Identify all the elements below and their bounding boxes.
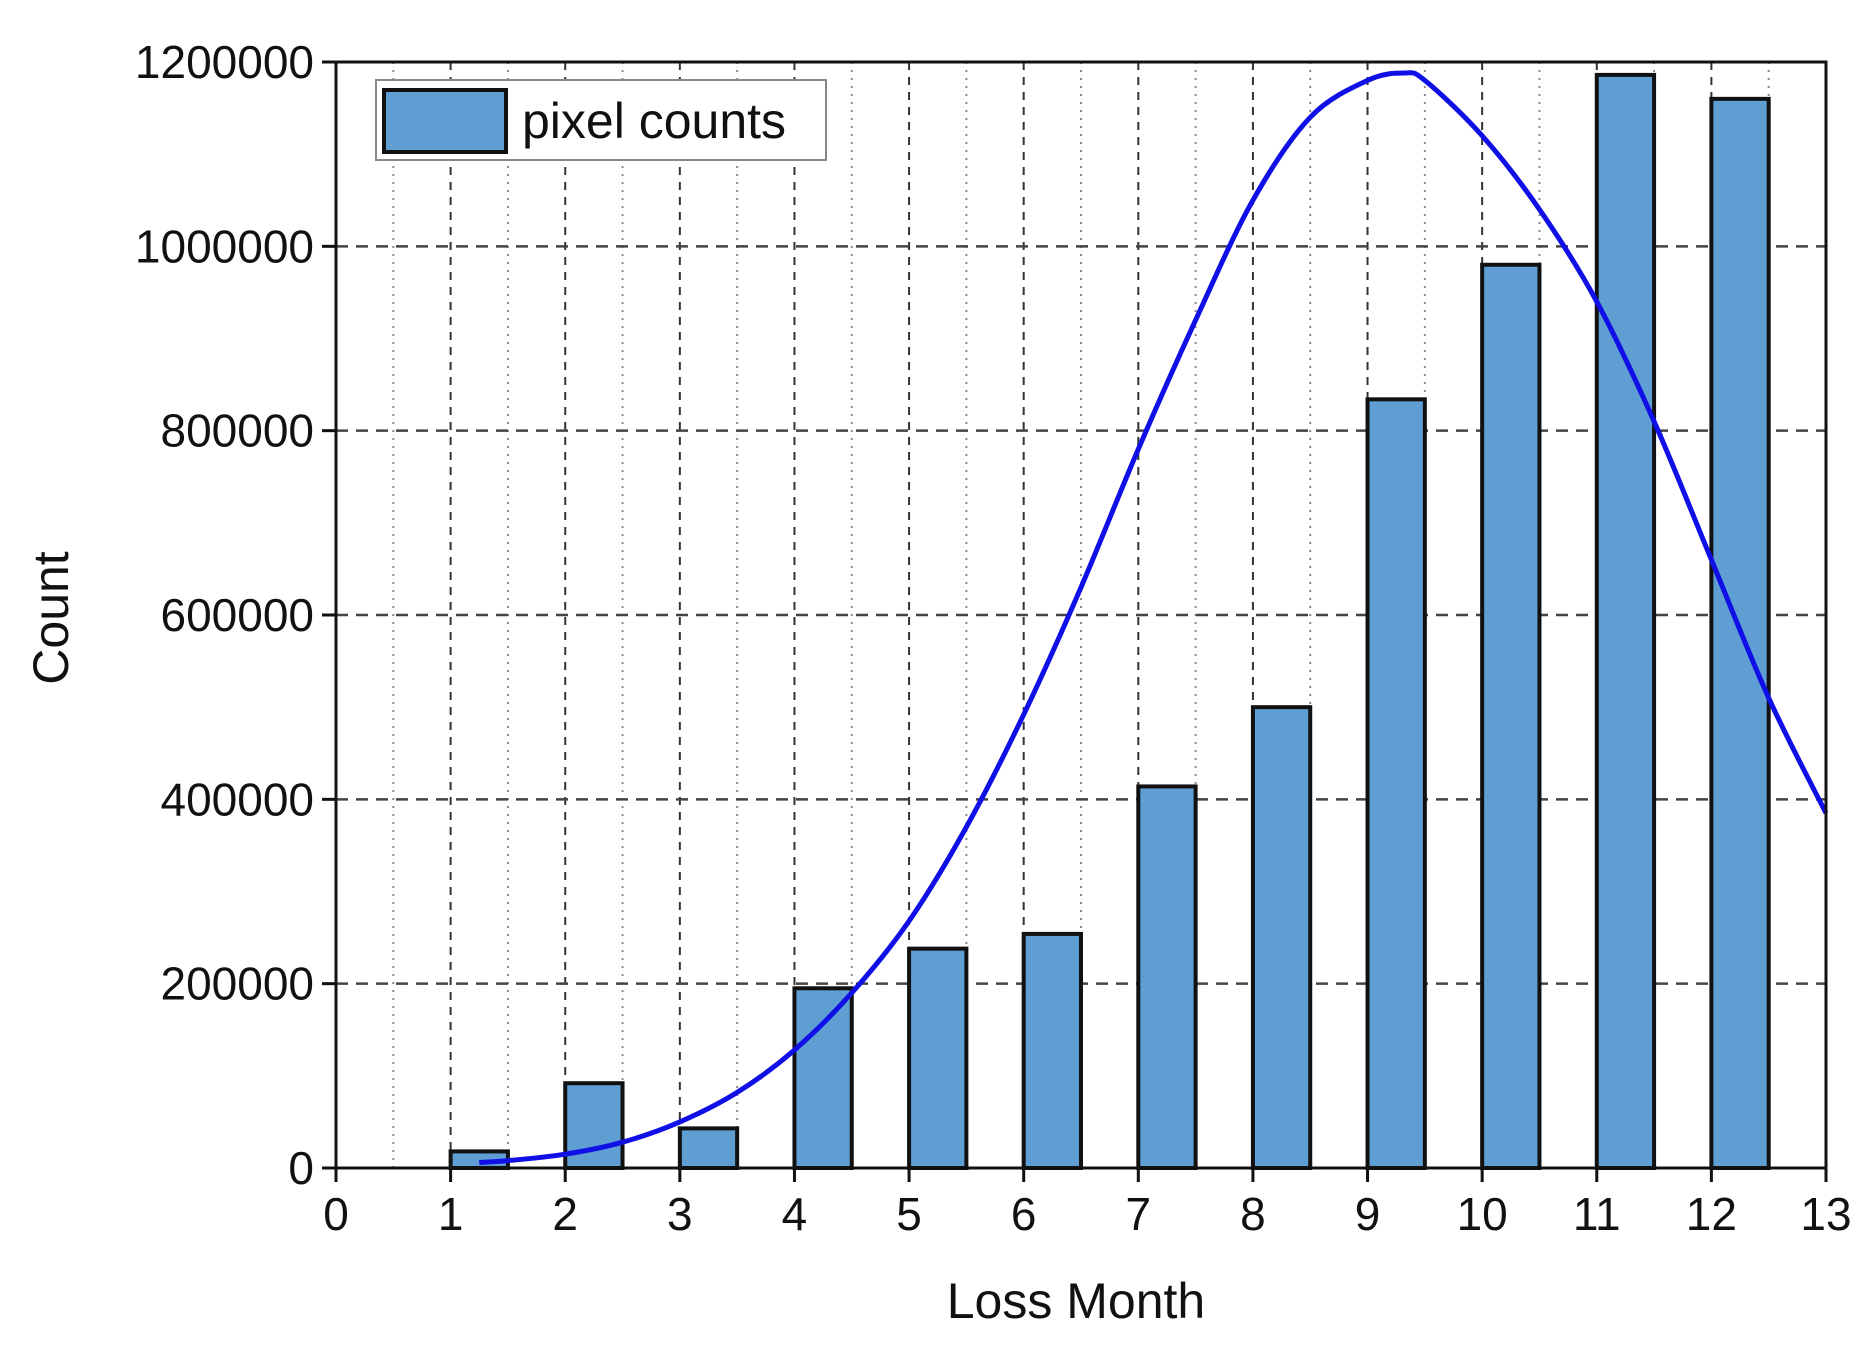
x-tick-label: 3 [667, 1188, 693, 1240]
x-tick-label: 6 [1011, 1188, 1037, 1240]
bar [1021, 931, 1084, 1170]
x-tick-label: 4 [782, 1188, 808, 1240]
bar-series [448, 72, 1771, 1171]
legend-swatch [382, 88, 508, 154]
bar [1480, 262, 1542, 1170]
x-tick-label: 1 [438, 1188, 464, 1240]
x-tick-label: 8 [1240, 1188, 1266, 1240]
legend-label: pixel counts [522, 93, 786, 149]
x-tick-label: 9 [1355, 1188, 1381, 1240]
legend: pixel counts [375, 79, 827, 161]
y-tick-label: 1200000 [135, 36, 314, 88]
x-tick-label: 13 [1800, 1188, 1851, 1240]
x-tick-label: 0 [323, 1188, 349, 1240]
tick-labels: 0 1 2 3 4 5 6 7 8 9 10 11 12 130200000400000600000800… [135, 36, 1852, 1240]
y-axis-label: Count [23, 551, 79, 685]
x-tick-label: 7 [1126, 1188, 1152, 1240]
bar [1250, 705, 1313, 1171]
y-tick-label: 1000000 [135, 220, 314, 272]
y-tick-label: 200000 [161, 958, 315, 1010]
fit-curve [479, 70, 1829, 1165]
y-tick-label: 0 [288, 1142, 314, 1194]
x-tick-label: 5 [896, 1188, 922, 1240]
x-tick-label: 11 [1573, 1188, 1621, 1240]
axes [322, 60, 1828, 1182]
x-tick-label: 12 [1686, 1188, 1737, 1240]
y-tick-label: 600000 [161, 589, 315, 641]
bar [677, 1126, 740, 1170]
x-tick-label: 10 [1457, 1188, 1508, 1240]
bar [1136, 784, 1198, 1170]
y-tick-label: 400000 [161, 773, 315, 825]
bar [792, 986, 854, 1171]
bar [907, 946, 969, 1170]
bar [1365, 397, 1427, 1170]
fit-curve-line [479, 70, 1829, 1165]
y-tick-label: 800000 [161, 405, 315, 457]
x-tick-label: 2 [552, 1188, 578, 1240]
bar [1594, 72, 1657, 1171]
x-axis-label: Loss Month [947, 1273, 1205, 1329]
